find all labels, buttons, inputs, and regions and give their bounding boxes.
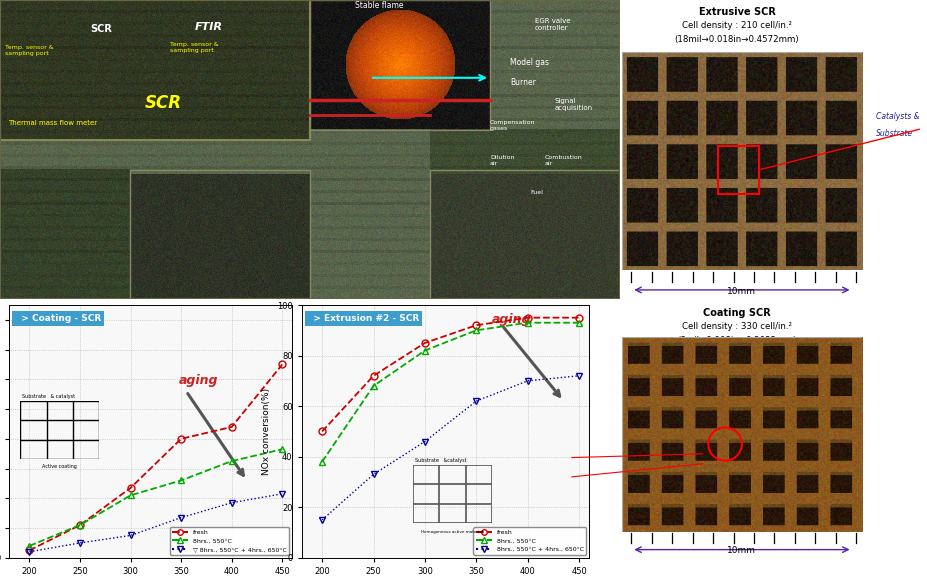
Text: Thermal mass flow meter: Thermal mass flow meter: [8, 120, 97, 125]
Text: > Extrusion #2 - SCR: > Extrusion #2 - SCR: [307, 314, 419, 323]
Text: SCR: SCR: [145, 94, 182, 112]
Text: Compensation
gases: Compensation gases: [489, 120, 535, 131]
Legend: fresh, 8hrs., 550°C, ▽ 8hrs., 550°C + 4hrs., 650°C: fresh, 8hrs., 550°C, ▽ 8hrs., 550°C + 4h…: [170, 528, 289, 555]
Legend: fresh, 8hrs., 550°C, 8hrs., 550°C + 4hrs., 650°C: fresh, 8hrs., 550°C, 8hrs., 550°C + 4hrs…: [473, 528, 586, 555]
Text: aging: aging: [179, 374, 219, 387]
Bar: [130, 170, 310, 299]
Text: Coating SCR: Coating SCR: [703, 308, 770, 318]
Text: Catalysts &: Catalysts &: [875, 112, 919, 121]
Bar: [717, 146, 758, 194]
Text: Substrate: Substrate: [626, 402, 663, 411]
Text: Cell density : 210 cell/in.²: Cell density : 210 cell/in.²: [681, 21, 791, 30]
Text: aging: aging: [491, 313, 530, 326]
Text: Dilution
air: Dilution air: [489, 155, 514, 166]
Text: (18mil→0.018in→0.4572mm): (18mil→0.018in→0.4572mm): [674, 35, 798, 44]
Text: Burner: Burner: [509, 78, 535, 87]
Text: Fuel: Fuel: [529, 191, 542, 195]
Text: Active coating: Active coating: [43, 464, 77, 469]
Bar: [0, 0, 310, 139]
Bar: [310, 0, 489, 130]
Text: Stable flame: Stable flame: [354, 1, 403, 10]
Text: Combustion
air: Combustion air: [544, 155, 582, 166]
Text: Signal
acquisition: Signal acquisition: [554, 98, 592, 111]
Text: Extrusive SCR: Extrusive SCR: [698, 7, 775, 17]
Text: 10mm: 10mm: [727, 547, 756, 555]
Bar: [429, 170, 619, 299]
Text: > Coating - SCR: > Coating - SCR: [15, 314, 101, 323]
Text: Substrate   & catalyst: Substrate & catalyst: [22, 394, 75, 399]
Text: Temp. sensor &
sampling port: Temp. sensor & sampling port: [5, 45, 54, 56]
Y-axis label: NOx conversion(%): NOx conversion(%): [262, 388, 271, 475]
Text: Cell density : 330 cell/in.²: Cell density : 330 cell/in.²: [681, 322, 791, 331]
Text: (8mil→0.008in→0.2032mm): (8mil→0.008in→0.2032mm): [677, 336, 795, 345]
Text: Substrate   &catalyst: Substrate &catalyst: [414, 458, 465, 463]
Text: Catalysts: Catalysts: [626, 437, 661, 446]
Text: SCR: SCR: [90, 24, 112, 34]
Text: Substrate: Substrate: [875, 129, 912, 138]
Text: EGR valve
controller: EGR valve controller: [534, 18, 570, 31]
Text: Homogeneous active material: Homogeneous active material: [421, 530, 483, 535]
Text: Temp. sensor &
sampling port: Temp. sensor & sampling port: [170, 42, 219, 53]
Text: 10mm: 10mm: [727, 288, 756, 296]
Text: FTIR: FTIR: [195, 22, 222, 32]
Text: Model gas: Model gas: [509, 58, 549, 67]
